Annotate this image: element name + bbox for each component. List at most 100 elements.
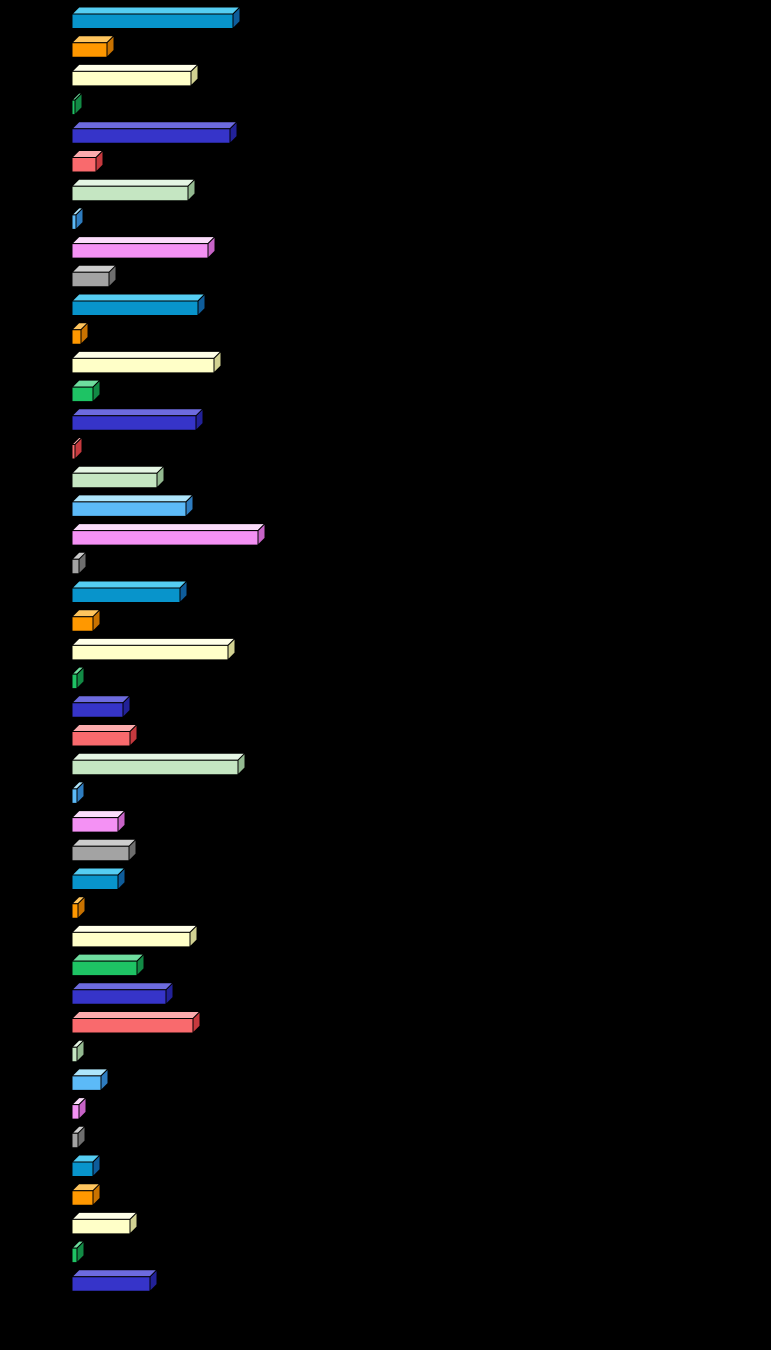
bar-row-30 [70,838,138,863]
bar-top-face [70,523,267,532]
bar-front-face [71,1276,151,1292]
bar-row-22 [70,608,102,633]
bar-row-36 [70,1010,202,1035]
bar-front-face [71,1190,94,1206]
bar-front-face [71,42,108,58]
bar-top-face [70,6,242,15]
bar-row-18 [70,493,195,518]
bar-row-7 [70,177,197,202]
bar-front-face [71,157,97,173]
bar-front-face [71,587,181,603]
bar-top-face [70,1269,159,1278]
bar-front-face [71,444,76,460]
bar-front-face [71,903,79,919]
bar-front-face [71,243,209,259]
bar-front-face [71,731,131,747]
bar-row-13 [70,350,223,375]
bar-top-face [70,350,223,359]
bar-row-27 [70,751,247,776]
bar-row-44 [70,1239,86,1264]
bar-front-face [71,99,76,116]
bar-row-37 [70,1038,86,1063]
bar-row-4 [70,91,84,116]
bar-top-face [70,580,189,589]
bar-row-17 [70,464,166,489]
bar-front-face [71,1218,131,1235]
bar-top-face [70,867,127,876]
bar-front-face [71,300,199,316]
bar-row-32 [70,895,87,920]
bar-top-face [70,121,239,130]
bar-row-16 [70,436,84,461]
bar-top-face [70,236,217,245]
bar-front-face [71,989,167,1005]
bar-front-face [71,185,189,202]
bar-top-face [70,724,139,732]
bar-front-face [71,13,234,29]
bar-row-25 [70,694,132,719]
bar-row-23 [70,637,237,662]
bar-front-face [71,329,82,345]
bar-row-24 [70,665,86,690]
bar-row-33 [70,924,199,949]
bar-row-26 [70,723,139,748]
bar-row-43 [70,1211,139,1236]
bar-front-face [71,644,229,661]
bar-row-1 [70,5,242,30]
bar-top-face [70,695,132,704]
bar-front-face [71,673,78,690]
bar-front-face [71,386,94,403]
bar-front-face [71,759,239,776]
bar-row-38 [70,1067,110,1092]
bar-front-face [71,817,119,833]
bar-top-face [70,982,175,991]
bar-row-19 [70,522,267,547]
bar-front-face [71,1018,194,1034]
bar-top-face [70,1211,139,1220]
bar-front-face [71,472,158,489]
bar-row-41 [70,1153,102,1178]
bar-front-face [71,1247,78,1264]
bar-front-face [71,1104,80,1120]
bar-row-9 [70,235,217,260]
bar-row-2 [70,34,116,59]
bar-row-10 [70,264,118,289]
bar-front-face [71,845,130,862]
bar-row-5 [70,120,239,145]
bar-row-14 [70,378,102,403]
bar-front-face [71,1046,78,1063]
bar-front-face [71,558,80,575]
bar-row-28 [70,780,86,805]
bar-row-15 [70,407,205,432]
bar-top-face [70,293,207,302]
bar-top-face [70,838,138,847]
bar-front-face [71,702,124,718]
bar-row-3 [70,63,200,88]
bar-top-face [70,810,127,819]
bar-top-face [70,953,146,962]
bar-front-face [71,931,191,948]
bar-row-6 [70,149,105,174]
bar-row-45 [70,1268,159,1293]
bar-top-face [70,465,166,474]
bar-front-face [71,70,192,87]
bar-row-29 [70,809,127,834]
bar-front-face [71,1132,79,1149]
bar-front-face [71,960,138,977]
bar-row-39 [70,1096,88,1121]
bar-front-face [71,415,197,431]
bar-front-face [71,530,259,546]
bar-top-face [70,752,247,761]
bar-front-face [71,128,231,144]
bar-front-face [71,874,119,890]
bar-row-40 [70,1125,87,1150]
bar-top-face [70,637,237,646]
bar-front-face [71,214,77,230]
bar-top-face [70,408,205,417]
bar-row-42 [70,1182,102,1207]
bar-top-face [70,494,195,503]
bar-row-31 [70,866,127,891]
